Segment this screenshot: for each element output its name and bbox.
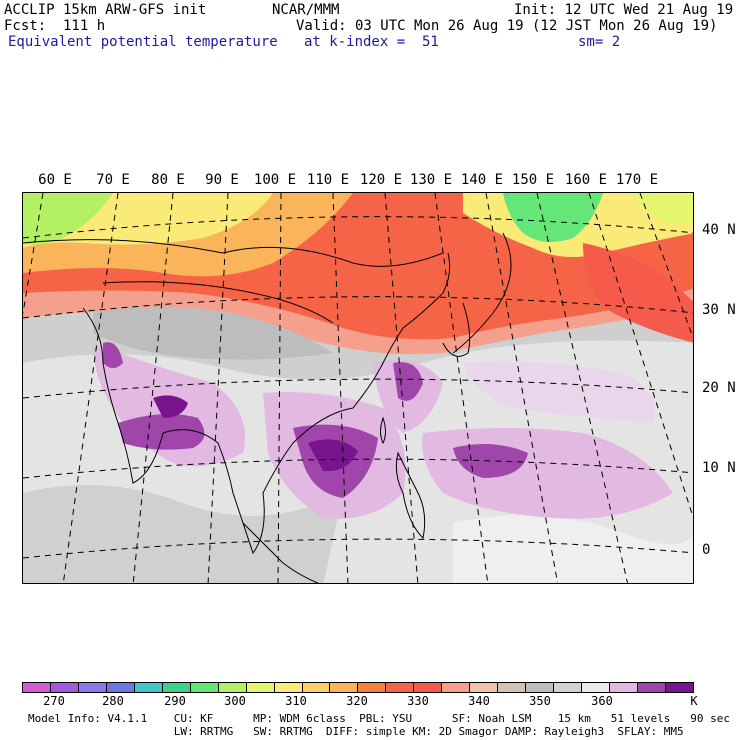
lat-label: 30 N (702, 302, 736, 318)
lon-label: 100 E (253, 172, 297, 188)
institution-label: NCAR/MMM (272, 2, 340, 18)
lon-label: 110 E (306, 172, 350, 188)
colorbar-swatch (358, 683, 387, 692)
lat-label: 10 N (702, 460, 736, 476)
colorbar-tick: 290 (164, 694, 186, 708)
colorbar-swatch (386, 683, 415, 692)
colorbar-swatch (246, 683, 275, 692)
field-region (633, 193, 693, 225)
colorbar-swatch (665, 683, 693, 692)
forecast-hour: Fcst: 111 h (4, 18, 106, 34)
colorbar-tick: 350 (529, 694, 551, 708)
field-region (103, 342, 123, 368)
field-region (453, 444, 528, 478)
field-region (23, 193, 113, 245)
field-region (153, 395, 188, 418)
colorbar-swatch (274, 683, 303, 692)
lon-label: 160 E (564, 172, 608, 188)
field-region (23, 485, 343, 583)
coastlines (23, 232, 512, 583)
colorbar-swatch (554, 683, 583, 692)
lon-label: 140 E (460, 172, 504, 188)
colorbar-tick: 270 (43, 694, 65, 708)
colorbar-swatch (498, 683, 527, 692)
colorbar (22, 682, 694, 693)
field-region (503, 193, 603, 242)
lon-label: 170 E (615, 172, 659, 188)
lat-label: 0 (702, 542, 711, 558)
lon-label: 80 E (151, 172, 185, 188)
lon-label: 130 E (409, 172, 453, 188)
colorbar-tick: 340 (468, 694, 490, 708)
field-region (118, 414, 205, 450)
colorbar-swatch (637, 683, 666, 692)
colorbar-swatch (414, 683, 443, 692)
colorbar-swatch (330, 683, 359, 692)
colorbar-tick: 360 (591, 694, 613, 708)
colorbar-swatch (106, 683, 135, 692)
colorbar-swatch (78, 683, 107, 692)
colorbar-swatch (134, 683, 163, 692)
lat-label: 20 N (702, 380, 736, 396)
init-time: Init: 12 UTC Wed 21 Aug 19 (514, 2, 734, 18)
model-info-line2: LW: RRTMG SW: RRTMG DIFF: simple KM: 2D … (28, 725, 684, 738)
field-region (93, 306, 333, 360)
lon-label: 70 E (96, 172, 130, 188)
theta-e-field (23, 193, 693, 583)
colorbar-tick: 310 (285, 694, 307, 708)
colorbar-tick: 320 (346, 694, 368, 708)
colorbar-swatch (23, 683, 51, 692)
level-label: at k-index = 51 (304, 34, 439, 50)
colorbar-swatch (470, 683, 499, 692)
field-region (463, 361, 655, 423)
field-name: Equivalent potential temperature (8, 34, 278, 50)
colorbar-swatch (162, 683, 191, 692)
valid-time: Valid: 03 UTC Mon 26 Aug 19 (12 JST Mon … (296, 18, 718, 34)
model-info-line1: Model Info: V4.1.1 CU: KF MP: WDM 6class… (28, 712, 730, 725)
colorbar-tick: 330 (407, 694, 429, 708)
map-panel (22, 192, 694, 584)
colorbar-swatch (190, 683, 219, 692)
colorbar-tick: 300 (224, 694, 246, 708)
colorbar-unit: K (690, 694, 698, 708)
lon-label: 90 E (205, 172, 239, 188)
model-title: ACCLIP 15km ARW-GFS init (4, 2, 207, 18)
colorbar-swatch (526, 683, 555, 692)
colorbar-swatch (218, 683, 247, 692)
lon-label: 60 E (38, 172, 72, 188)
field-region (308, 439, 358, 472)
colorbar-swatch (610, 683, 638, 692)
graticule (23, 193, 693, 583)
field-region (583, 243, 693, 343)
lon-label: 150 E (511, 172, 555, 188)
colorbar-swatch (302, 683, 331, 692)
field-region (453, 515, 693, 583)
colorbar-tick: 280 (102, 694, 124, 708)
colorbar-swatch (442, 683, 471, 692)
lon-label: 120 E (359, 172, 403, 188)
smoothing-label: sm= 2 (578, 34, 621, 50)
lat-label: 40 N (702, 222, 736, 238)
colorbar-swatch (50, 683, 79, 692)
colorbar-swatch (582, 683, 611, 692)
